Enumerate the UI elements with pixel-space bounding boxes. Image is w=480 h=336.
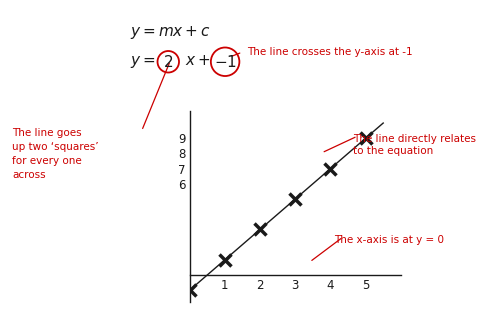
Text: $y = $: $y = $ (130, 54, 155, 70)
Text: $-1$: $-1$ (214, 54, 237, 70)
Text: The line directly relates
to the equation: The line directly relates to the equatio… (353, 134, 476, 156)
Text: $2$: $2$ (163, 54, 173, 70)
Text: $x + $: $x + $ (185, 54, 210, 68)
Text: The line goes
up two ‘squares’
for every one
across: The line goes up two ‘squares’ for every… (12, 128, 98, 180)
Text: The line crosses the y-axis at -1: The line crosses the y-axis at -1 (247, 47, 413, 57)
Text: $y = mx + c$: $y = mx + c$ (130, 24, 211, 41)
Text: The x-axis is at y = 0: The x-axis is at y = 0 (334, 235, 444, 245)
